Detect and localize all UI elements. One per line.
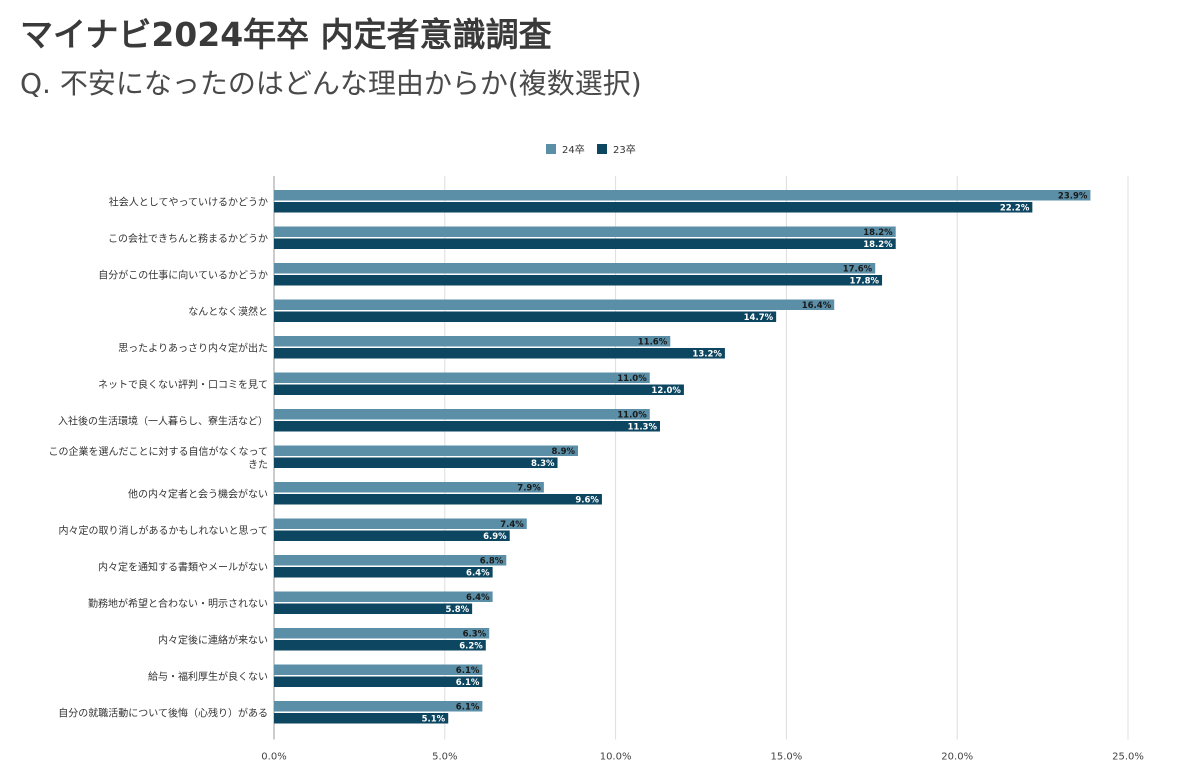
data-label: 6.1%: [456, 678, 480, 688]
x-tick-label: 10.0%: [600, 752, 632, 763]
category-label-line: きた: [248, 459, 268, 471]
data-label: 6.1%: [456, 703, 480, 713]
data-label: 6.4%: [466, 593, 490, 603]
legend-swatch: [597, 144, 607, 154]
legend-swatch: [546, 144, 556, 154]
data-label: 23.9%: [1058, 192, 1088, 202]
bar: [274, 238, 896, 249]
data-label: 18.2%: [863, 228, 893, 238]
bar: [274, 603, 473, 614]
data-label: 22.2%: [1000, 204, 1030, 214]
category-label: 他の内々定者と会う機会がない: [128, 487, 268, 500]
category-label: 思ったよりあっさり内々定が出た: [118, 341, 268, 354]
bar: [274, 311, 777, 322]
bar: [274, 299, 835, 310]
category-label-line: この企業を選んだことに対する自信がなくなって: [49, 445, 269, 458]
category-label: 社会人としてやっていけるかどうか: [109, 195, 268, 208]
bar: [274, 555, 507, 566]
bar: [274, 701, 483, 712]
bar: [274, 713, 449, 724]
legend-label: 23卒: [613, 143, 636, 156]
data-label: 6.2%: [459, 642, 483, 652]
bar: [274, 226, 896, 237]
data-label: 12.0%: [651, 386, 681, 396]
bar: [274, 567, 493, 578]
bar: [274, 530, 510, 541]
bar: [274, 676, 483, 687]
bar: [274, 336, 671, 347]
category-label: 入社後の生活環境（一人暮らし、寮生活など）: [58, 414, 268, 427]
category-label: 勤務地が希望と合わない・明示されない: [88, 597, 268, 610]
page-title: マイナビ2024年卒 内定者意識調査: [20, 15, 552, 54]
data-label: 17.6%: [843, 265, 873, 275]
data-label: 17.8%: [850, 277, 880, 287]
page-subtitle: Q. 不安になったのはどんな理由からか(複数選択): [20, 67, 642, 100]
x-tick-label: 5.0%: [432, 752, 457, 763]
bar: [274, 263, 876, 274]
data-label: 14.7%: [744, 313, 774, 323]
bar: [274, 275, 883, 286]
bar: [274, 457, 558, 468]
category-label: この企業を選んだことに対する自信がなくなってきた: [49, 445, 269, 471]
category-label: 内々定の取り消しがあるかもしれないと思って: [59, 524, 269, 537]
x-tick-label: 0.0%: [261, 752, 286, 763]
bar: [274, 421, 661, 432]
data-label: 7.9%: [517, 484, 541, 494]
bar: [274, 640, 486, 651]
data-label: 18.2%: [863, 240, 893, 250]
bar: [274, 372, 650, 383]
data-label: 7.4%: [500, 520, 524, 530]
category-label: 給与・福利厚生が良くない: [148, 670, 268, 683]
data-label: 11.0%: [617, 374, 647, 384]
x-tick-label: 15.0%: [771, 752, 803, 763]
data-label: 11.6%: [638, 338, 668, 348]
data-label: 11.0%: [617, 411, 647, 421]
category-label: 自分がこの仕事に向いているかどうか: [98, 268, 268, 281]
category-label: 自分の就職活動について後悔（心残り）がある: [58, 706, 268, 719]
bar: [274, 409, 650, 420]
data-label: 6.9%: [483, 532, 507, 542]
data-label: 6.1%: [456, 666, 480, 676]
bar: [274, 591, 493, 602]
data-label: 6.4%: [466, 569, 490, 579]
bar: [274, 348, 725, 359]
x-tick-label: 25.0%: [1112, 752, 1144, 763]
data-label: 5.8%: [446, 605, 470, 615]
category-label: ネットで良くない評判・口コミを見て: [98, 378, 268, 391]
bar: [274, 518, 527, 529]
bar: [274, 664, 483, 675]
data-label: 16.4%: [802, 301, 832, 311]
data-label: 9.6%: [575, 496, 599, 506]
data-label: 8.9%: [551, 447, 575, 457]
bar: [274, 482, 544, 493]
legend-label: 24卒: [562, 143, 585, 156]
data-label: 5.1%: [422, 715, 446, 725]
data-label: 11.3%: [628, 423, 658, 433]
category-label: なんとなく漠然と: [188, 305, 268, 318]
bar: [274, 494, 602, 505]
data-label: 6.3%: [463, 630, 487, 640]
bar: [274, 628, 490, 639]
bar: [274, 202, 1033, 213]
x-tick-label: 20.0%: [941, 752, 973, 763]
category-label: この会社できちんと務まるかどうか: [108, 232, 268, 245]
bar: [274, 445, 579, 456]
category-label: 内々定を通知する書類やメールがない: [98, 560, 268, 573]
data-label: 8.3%: [531, 459, 555, 469]
data-label: 13.2%: [692, 350, 722, 360]
category-label: 内々定後に連絡が来ない: [158, 633, 268, 646]
data-label: 6.8%: [480, 557, 504, 567]
bar: [274, 384, 684, 395]
bar: [274, 190, 1091, 201]
